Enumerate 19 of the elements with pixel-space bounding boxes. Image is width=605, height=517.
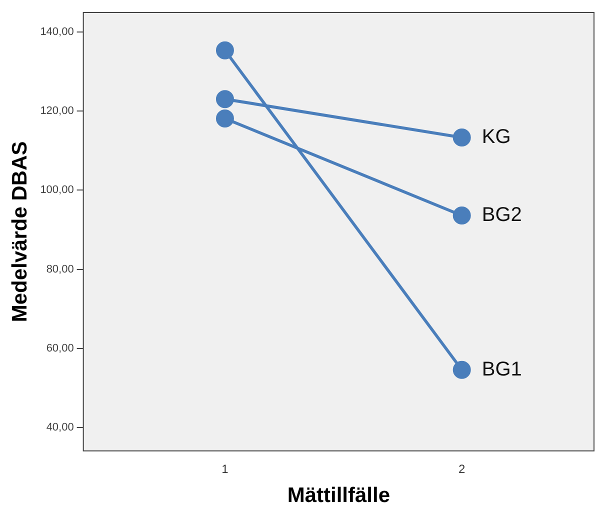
x-tick-label: 2: [458, 462, 466, 476]
point: [452, 206, 471, 224]
y-tick-label: 40,00: [46, 422, 74, 434]
point: [216, 109, 234, 128]
series-label: KG: [482, 126, 511, 148]
y-tick-label: 120,00: [40, 104, 74, 117]
y-tick-label: 80,00: [46, 263, 74, 276]
y-axis-title: Medelvärde DBAS: [8, 141, 32, 322]
x-tick-label: 1: [222, 462, 229, 476]
y-tick-label: 60,00: [46, 342, 74, 355]
point: [452, 360, 471, 379]
point: [216, 41, 234, 60]
x-axis-title: Mättillfälle: [287, 484, 390, 508]
y-tick-label: 100,00: [40, 184, 74, 196]
series-label: BG2: [482, 204, 522, 226]
point: [216, 90, 234, 108]
y-tick-label: 140,00: [40, 26, 74, 38]
series-label: BG1: [482, 358, 522, 380]
point: [452, 128, 471, 146]
